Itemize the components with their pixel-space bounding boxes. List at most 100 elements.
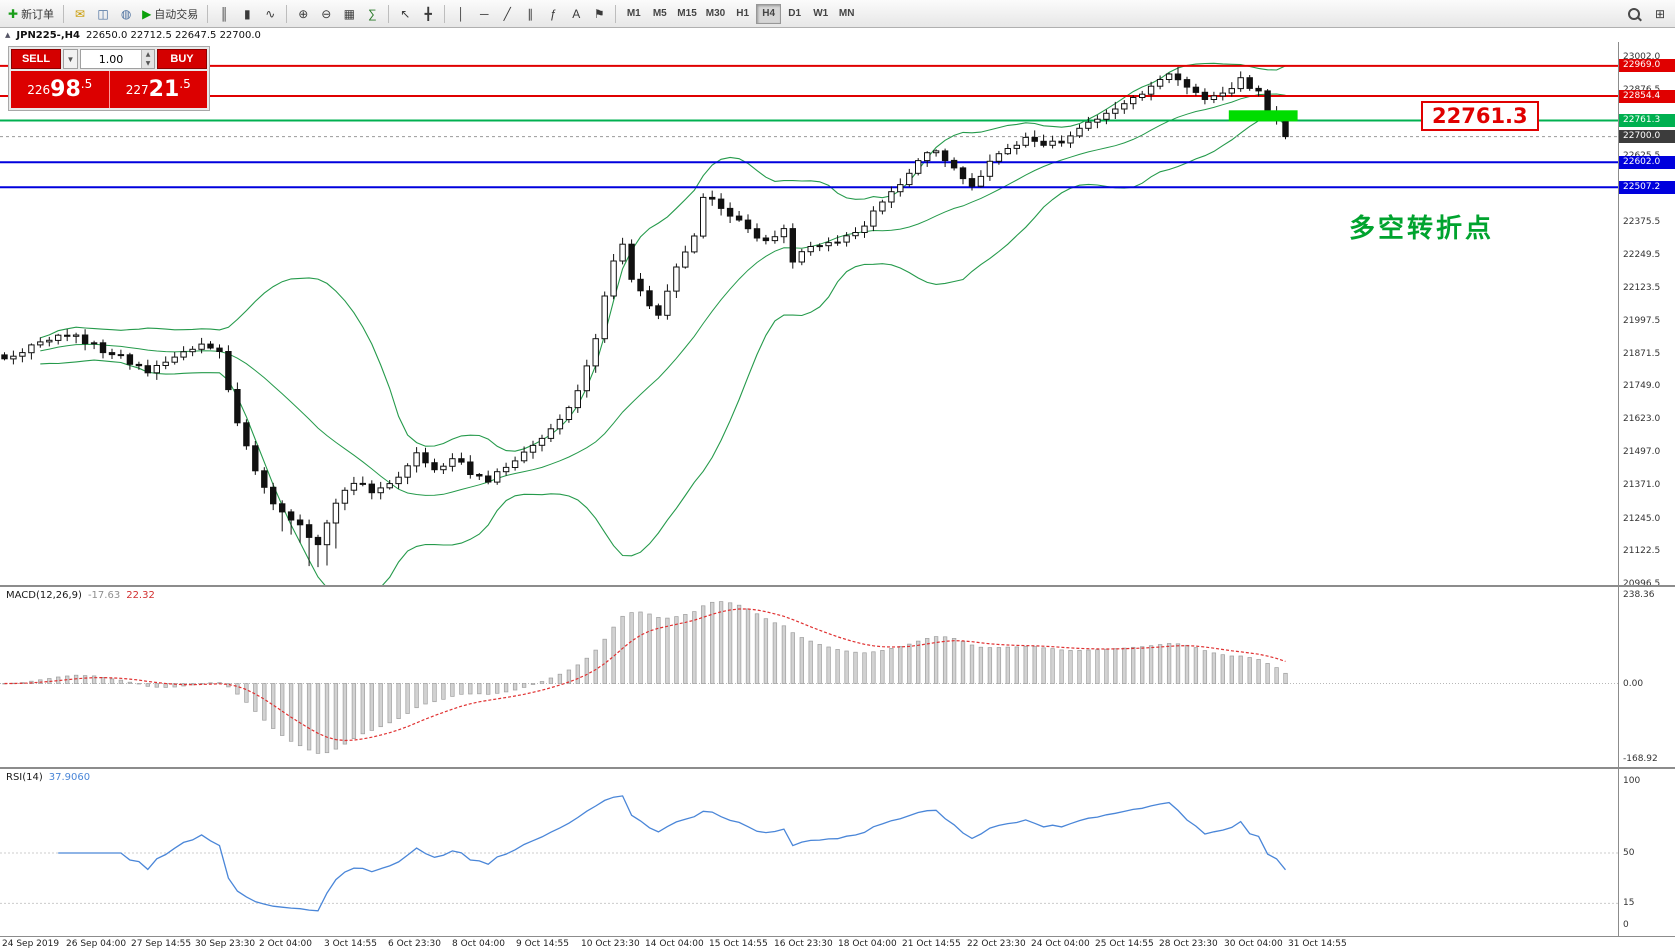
volume-input[interactable] (81, 50, 141, 68)
time-axis[interactable]: 24 Sep 2019 26 Sep 04:00 27 Sep 14:55 30 Se… (0, 936, 1675, 950)
arrow-label-icon: ⚑ (593, 6, 605, 21)
new-order-button[interactable]: ✚ 新订单 (4, 3, 58, 25)
rsi-axis-0: 0 (1623, 920, 1629, 930)
timeframe-mn-button[interactable]: MN (834, 4, 859, 24)
channel-icon: ∥ (527, 6, 534, 21)
rsi-axis-50: 50 (1623, 848, 1635, 858)
candlestick-chart-button[interactable]: ▮ (236, 3, 258, 25)
buy-price[interactable]: 227 21.5 (109, 71, 207, 108)
candlestick-chart-icon: ▮ (243, 6, 251, 21)
time-tick: 30 Oct 04:00 (1224, 939, 1283, 949)
price-tick: 21497.0 (1623, 447, 1661, 457)
volume-up-icon[interactable]: ▲ (145, 51, 151, 58)
line-chart-icon: ∿ (265, 6, 276, 21)
macd-axis-min: -168.92 (1623, 754, 1658, 764)
price-tick: 21871.5 (1623, 349, 1661, 359)
line-chart-button[interactable]: ∿ (259, 3, 281, 25)
trendline-button[interactable]: ╱ (496, 3, 518, 25)
macd-axis-max: 238.36 (1623, 590, 1655, 600)
fibonacci-icon: ƒ (549, 6, 557, 21)
channel-button[interactable]: ∥ (519, 3, 541, 25)
price-level-badge: 22507.2 (1619, 181, 1675, 194)
zoom-in-button[interactable]: ⊕ (292, 3, 314, 25)
text-button[interactable]: A (565, 3, 587, 25)
price-level-badge: 22854.4 (1619, 90, 1675, 103)
profiles-button[interactable]: ◫ (92, 3, 114, 25)
horizontal-line-button[interactable]: ─ (473, 3, 495, 25)
rsi-axis-15: 15 (1623, 898, 1635, 908)
sell-price[interactable]: 226 98.5 (11, 71, 110, 108)
new-chart-window-icon: ⊞ (1654, 6, 1666, 21)
time-tick: 26 Sep 04:00 (66, 939, 127, 949)
toolbar-separator (444, 4, 446, 23)
time-tick: 24 Sep 2019 (2, 939, 60, 949)
tile-windows-button[interactable]: ▦ (338, 3, 360, 25)
tile-windows-icon: ▦ (343, 6, 355, 21)
macd-value: -17.63 (87, 590, 121, 601)
new-chart-window-button[interactable]: ⊞ (1649, 3, 1671, 25)
rsi-header: RSI(14) 37.9060 (6, 772, 90, 783)
timeframe-h4-button[interactable]: H4 (756, 3, 782, 24)
auto-trading-button[interactable]: ▶ 自动交易 (138, 3, 202, 25)
time-tick: 10 Oct 23:30 (581, 939, 640, 949)
rsi-indicator[interactable] (0, 769, 1618, 936)
play-icon: ▶ (142, 6, 152, 21)
buy-price-sup: .5 (179, 76, 191, 91)
price-level-badge: 22700.0 (1619, 130, 1675, 143)
bar-chart-icon: ║ (220, 6, 229, 21)
price-tick: 22123.5 (1623, 283, 1661, 293)
time-tick: 30 Sep 23:30 (195, 939, 256, 949)
indicators-icon: ∑ (368, 6, 377, 21)
timeframe-m15-button[interactable]: M15 (673, 4, 700, 24)
indicators-button[interactable]: ∑ (361, 3, 383, 25)
timeframe-m5-button[interactable]: M5 (647, 4, 672, 24)
price-tick: 21122.5 (1623, 546, 1661, 556)
buy-price-prefix: 227 (125, 82, 149, 97)
buy-button[interactable]: BUY (157, 49, 207, 69)
rsi-name: RSI(14) (6, 772, 43, 783)
timeframe-m1-button[interactable]: M1 (621, 4, 646, 24)
timeframe-h1-button[interactable]: H1 (730, 4, 755, 24)
crosshair-icon: ╋ (424, 6, 432, 21)
price-tick: 21749.0 (1623, 381, 1661, 391)
turning-point-annotation: 多空转折点 (1349, 214, 1495, 244)
time-tick: 16 Oct 23:30 (774, 939, 833, 949)
macd-name: MACD(12,26,9) (6, 590, 82, 601)
macd-indicator[interactable] (0, 587, 1618, 767)
rsi-axis-100: 100 (1623, 776, 1641, 786)
price-axis[interactable]: 238.36 0.00 -168.92 100 50 15 0 23002.0 2… (1618, 42, 1675, 936)
zoom-out-button[interactable]: ⊖ (315, 3, 337, 25)
timeframe-w1-button[interactable]: W1 (808, 4, 833, 24)
macd-signal-value: 22.32 (126, 590, 155, 601)
price-callout-label[interactable]: 22761.3 (1421, 101, 1539, 131)
timeframe-d1-button[interactable]: D1 (782, 4, 807, 24)
timeframe-m30-button[interactable]: M30 (702, 4, 729, 24)
search-button[interactable] (1623, 3, 1645, 25)
mail-button[interactable]: ✉ (69, 3, 91, 25)
time-tick: 8 Oct 04:00 (452, 939, 505, 949)
metaquotes-button[interactable]: ◍ (115, 3, 137, 25)
cursor-icon: ↖ (400, 6, 411, 21)
text-icon: A (572, 6, 581, 21)
sell-price-prefix: 226 (27, 82, 51, 97)
bar-chart-button[interactable]: ║ (213, 3, 235, 25)
price-tick: 21623.0 (1623, 414, 1661, 424)
cursor-button[interactable]: ↖ (394, 3, 416, 25)
vertical-line-button[interactable]: │ (450, 3, 472, 25)
price-tick: 23002.0 (1623, 52, 1661, 62)
price-level-badge: 22602.0 (1619, 156, 1675, 169)
macd-panel-splitter[interactable] (0, 585, 1675, 587)
candlestick-chart[interactable] (0, 42, 1618, 585)
volume-down-icon[interactable]: ▼ (145, 60, 151, 67)
time-tick: 27 Sep 14:55 (131, 939, 192, 949)
sell-button[interactable]: SELL (11, 49, 61, 69)
volume-dropdown-button[interactable]: ▼ (63, 49, 78, 69)
crosshair-button[interactable]: ╋ (417, 3, 439, 25)
toolbar-separator (388, 4, 390, 23)
toolbar-separator (286, 4, 288, 23)
trendline-icon: ╱ (503, 6, 511, 21)
profiles-icon: ◫ (97, 6, 109, 21)
fibonacci-button[interactable]: ƒ (542, 3, 564, 25)
arrow-label-button[interactable]: ⚑ (588, 3, 610, 25)
rsi-panel-splitter[interactable] (0, 767, 1675, 769)
